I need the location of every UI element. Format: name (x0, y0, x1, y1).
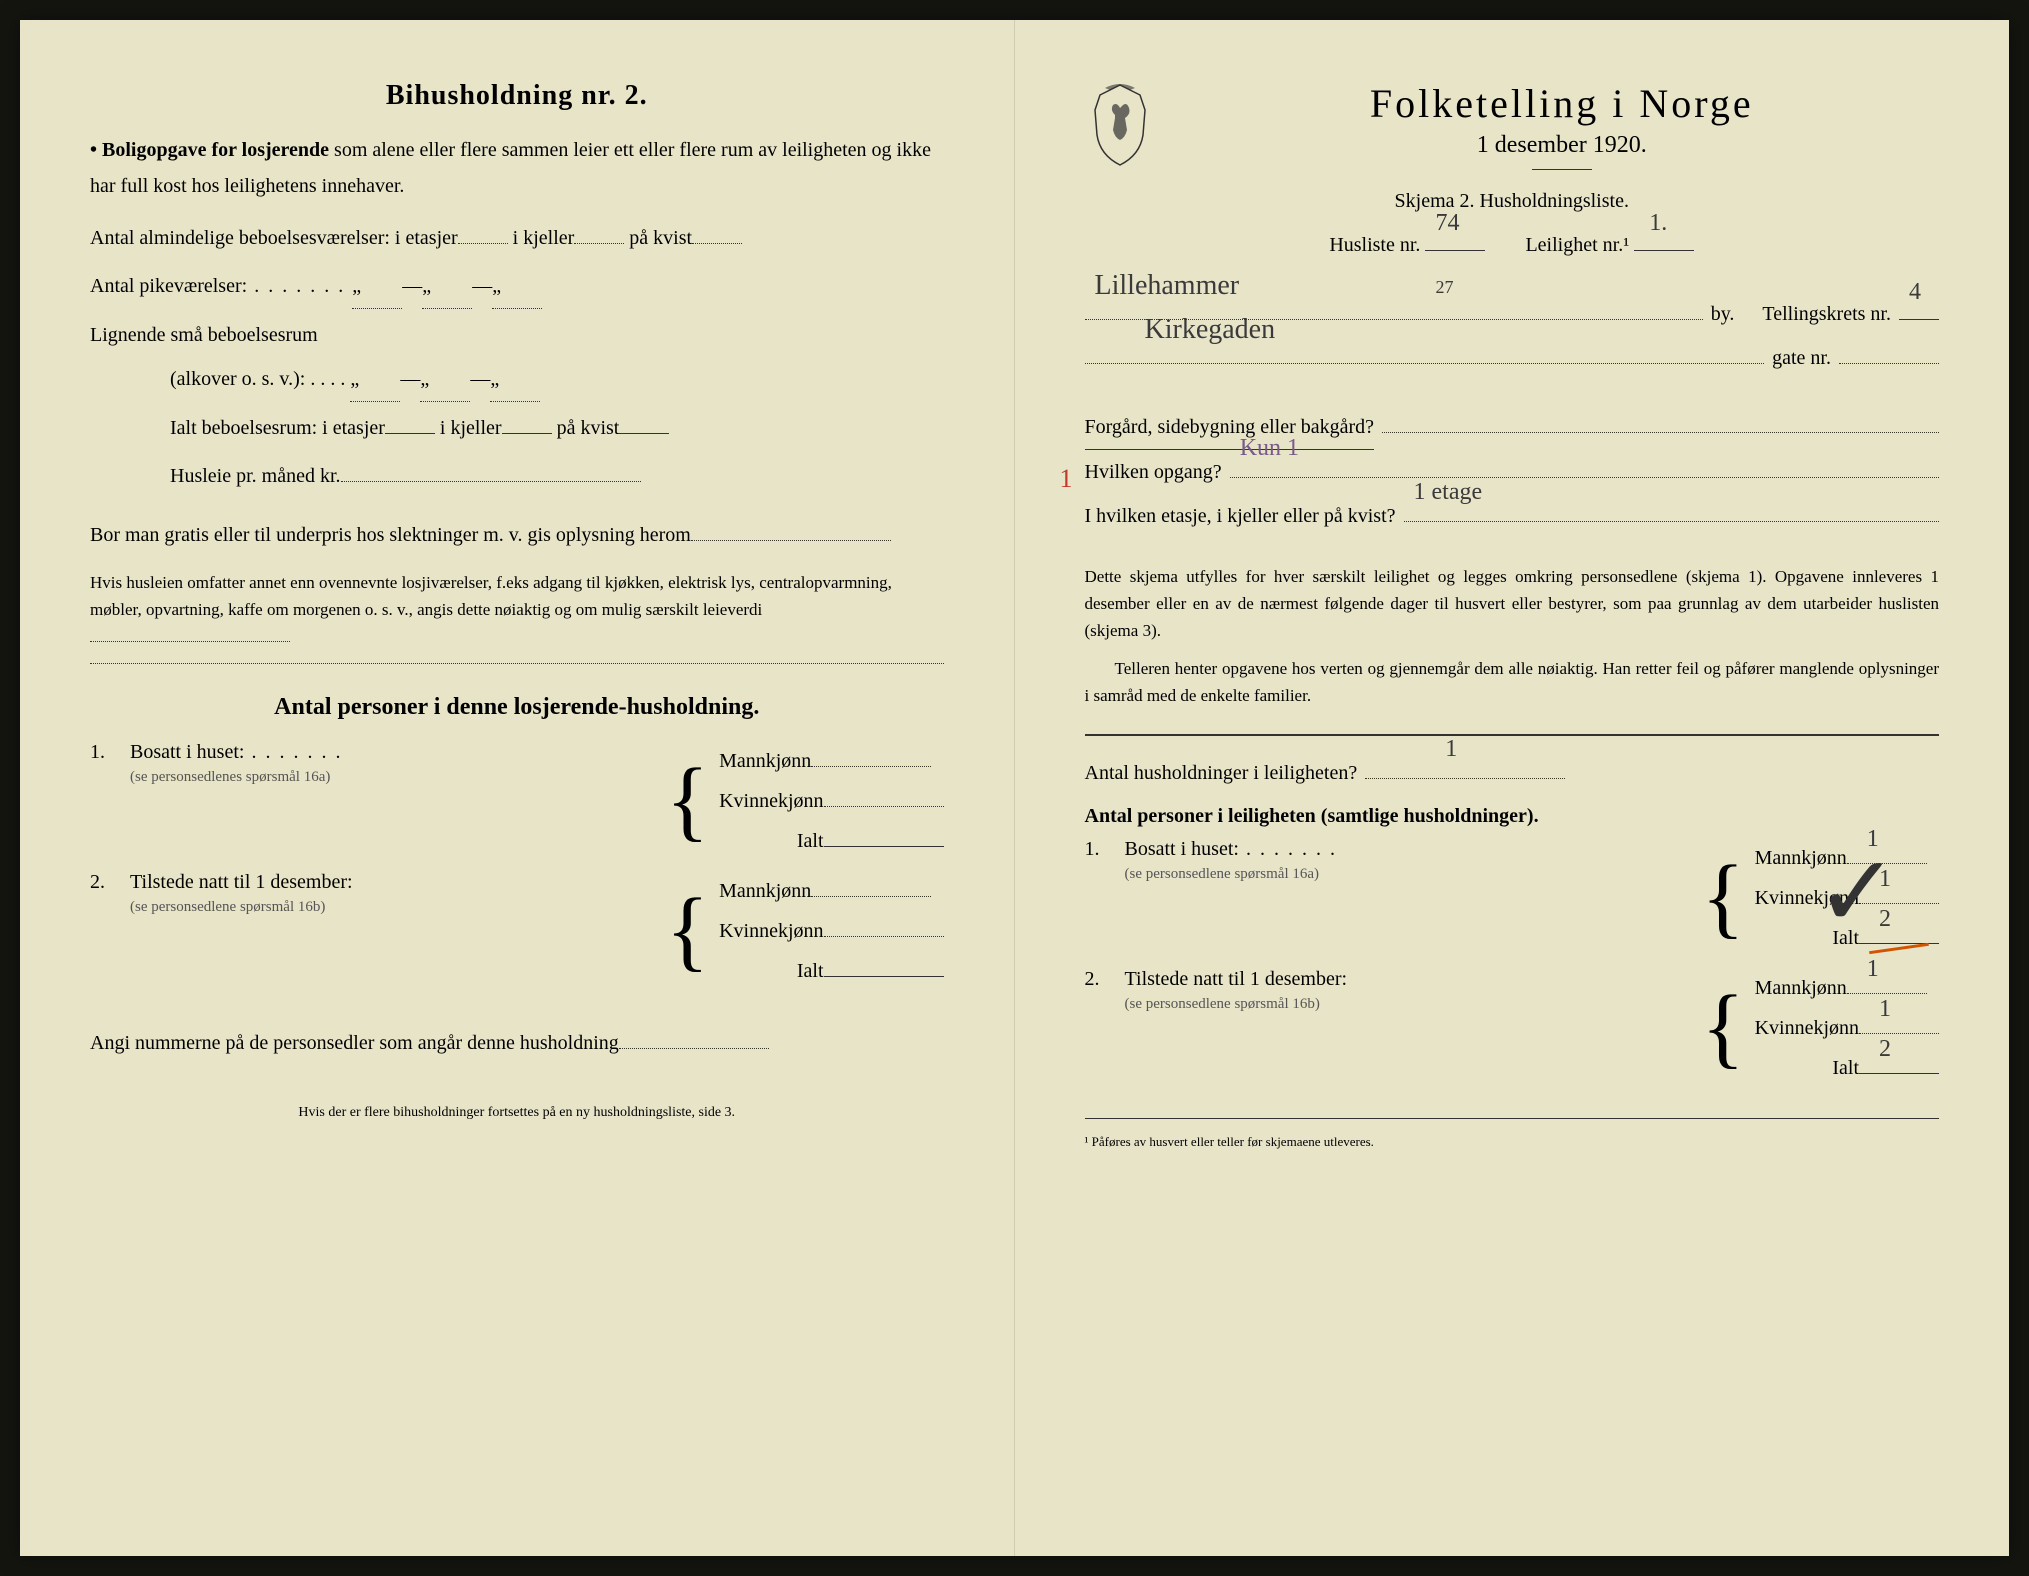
free-rent-line: Bor man gratis eller til underpris hos s… (90, 513, 944, 557)
brace-icon: { (666, 765, 709, 837)
angi-line: Angi nummerne på de personsedler som ang… (90, 1021, 944, 1065)
label: Antal almindelige beboelsesværelser: i e… (90, 227, 458, 249)
text: Hvis husleien omfatter annet enn ovennev… (90, 573, 892, 619)
etasje-row: I hvilken etasje, i kjeller eller på kvi… (1085, 494, 1940, 538)
rooms-line-1: Antal almindelige beboelsesværelser: i e… (90, 216, 944, 260)
right-page: Folketelling i Norge 1 desember 1920. Sk… (1015, 20, 2010, 1556)
label: Hvilken opgang? (1085, 450, 1222, 494)
label: Antal pikeværelser: (90, 275, 247, 297)
male-label: Mannkjønn (1755, 977, 1847, 999)
label: Bosatt i huset: (130, 741, 244, 763)
label: på kvist (557, 417, 620, 439)
marker: ¹ (1085, 1134, 1089, 1149)
brace-icon: { (666, 895, 709, 967)
left-section-title: Antal personer i denne losjerende-hushol… (90, 694, 944, 721)
brace-icon: { (1701, 862, 1744, 934)
label: by. (1711, 292, 1735, 336)
left-page: Bihusholdning nr. 2. • Boligopgave for l… (20, 20, 1015, 1556)
number: 1. (1085, 838, 1125, 958)
left-item-2: 2. Tilstede natt til 1 desember: (se per… (90, 871, 944, 991)
text: Påføres av husvert eller teller før skje… (1092, 1134, 1374, 1149)
skjema-label: Skjema 2. Husholdningsliste. (1085, 190, 1940, 213)
label: (alkover o. s. v.): (170, 368, 305, 390)
subtitle: 1 desember 1920. (1185, 132, 1940, 159)
title: Antal personer i leiligheten (samtlige h… (1085, 805, 1539, 827)
intro-bold: • Boligopgave for losjerende (90, 139, 329, 161)
number: 2. (90, 871, 130, 991)
label: i kjeller (513, 227, 575, 249)
label: på kvist (629, 227, 692, 249)
opgang-value: Kun 1 (1240, 422, 1299, 475)
subtext: (se personsedlene spørsmål 16b) (130, 899, 325, 915)
coat-of-arms-icon (1085, 80, 1155, 170)
info-paragraph-2: Telleren henter opgavene hos verten og g… (1085, 655, 1940, 709)
husliste-value: 74 (1435, 197, 1459, 250)
label: Bosatt i huset: (1125, 838, 1239, 860)
male-label: Mannkjønn (719, 880, 811, 902)
label: Ialt beboelsesrum: i etasjer (170, 417, 385, 439)
female-label: Kvinnekjønn (719, 790, 823, 812)
persons-title: Antal personer i leiligheten (samtlige h… (1085, 805, 1940, 828)
label: Tilstede natt til 1 desember: (1125, 968, 1348, 990)
female-label: Kvinnekjønn (719, 920, 823, 942)
total-label: Ialt (1832, 1057, 1859, 1079)
label: I hvilken etasje, i kjeller eller på kvi… (1085, 494, 1396, 538)
households-value: 1 (1445, 723, 1457, 776)
total-rooms-line: Ialt beboelsesrum: i etasjer i kjeller p… (170, 406, 944, 450)
right-item-2: 2. Tilstede natt til 1 desember: (se per… (1085, 968, 1940, 1088)
brace-icon: { (1701, 992, 1744, 1064)
female-label: Kvinnekjønn (1755, 1017, 1859, 1039)
subtext: (se personsedlenes spørsmål 16a) (130, 769, 330, 785)
label: i kjeller (440, 417, 502, 439)
total-label: Ialt (797, 960, 824, 982)
label: Husliste nr. (1329, 234, 1420, 256)
label: Bor man gratis eller til underpris hos s… (90, 524, 691, 546)
number: 1. (90, 741, 130, 861)
rent-line: Husleie pr. måned kr. (170, 454, 944, 498)
male-label: Mannkjønn (719, 750, 811, 772)
red-annotation: 1 (1060, 450, 1073, 507)
left-page-title: Bihusholdning nr. 2. (90, 80, 944, 112)
label: Angi nummerne på de personsedler som ang… (90, 1032, 619, 1054)
households-count-row: Antal husholdninger i leiligheten? 1 (1085, 751, 1940, 795)
right-item-1: 1. Bosatt i huset: (se personsedlene spø… (1085, 838, 1940, 958)
label: Tellingskrets nr. (1762, 292, 1891, 336)
total-value: 2 (1879, 895, 1891, 943)
label: Tilstede natt til 1 desember: (130, 871, 353, 893)
label: Lignende små beboelsesrum (90, 324, 318, 346)
label: Antal husholdninger i leiligheten? (1085, 751, 1358, 795)
census-document: Bihusholdning nr. 2. • Boligopgave for l… (20, 20, 2009, 1556)
etasje-value: 1 etage (1414, 466, 1483, 519)
number: 2. (1085, 968, 1125, 1088)
tellingskrets-value: 4 (1909, 266, 1921, 319)
footnote: ¹ Påføres av husvert eller teller før sk… (1085, 1134, 1940, 1150)
label: Leilighet nr.¹ (1525, 234, 1629, 256)
label: Forgård, sidebygning eller bakgård? (1085, 405, 1375, 450)
total-value: 2 (1879, 1025, 1891, 1073)
leilighet-value: 1. (1649, 197, 1667, 250)
total-label: Ialt (797, 830, 824, 852)
male-value: 1 (1867, 945, 1879, 993)
label: Husleie pr. måned kr. (170, 465, 341, 487)
male-value: 1 (1867, 815, 1879, 863)
left-footer: Hvis der er flere bihusholdninger fortse… (90, 1105, 944, 1121)
forgard-row: Forgård, sidebygning eller bakgård? (1085, 405, 1940, 450)
right-header: Folketelling i Norge 1 desember 1920. (1085, 80, 1940, 180)
left-item-1: 1. Bosatt i huset: (se personsedlenes sp… (90, 741, 944, 861)
subtext: (se personsedlene spørsmål 16a) (1125, 866, 1320, 882)
total-label: Ialt (1832, 927, 1859, 949)
servants-rooms-line: Antal pikeværelser: „—„—„ (90, 264, 944, 309)
street-row: Kirkegaden gate nr. (1085, 336, 1940, 380)
subtext: (se personsedlene spørsmål 16b) (1125, 996, 1320, 1012)
opgang-row: 1 Hvilken opgang? Kun 1 (1085, 450, 1940, 494)
intro-paragraph: • Boligopgave for losjerende som alene e… (90, 132, 944, 204)
similar-rooms-line: Lignende små beboelsesrum (alkover o. s.… (90, 313, 944, 402)
street-value: Kirkegaden (1145, 299, 1276, 361)
info-paragraph-1: Dette skjema utfylles for hver særskilt … (1085, 563, 1940, 645)
label: gate nr. (1772, 336, 1831, 380)
rent-details-paragraph: Hvis husleien omfatter annet enn ovennev… (90, 569, 944, 651)
main-title: Folketelling i Norge (1185, 80, 1940, 127)
